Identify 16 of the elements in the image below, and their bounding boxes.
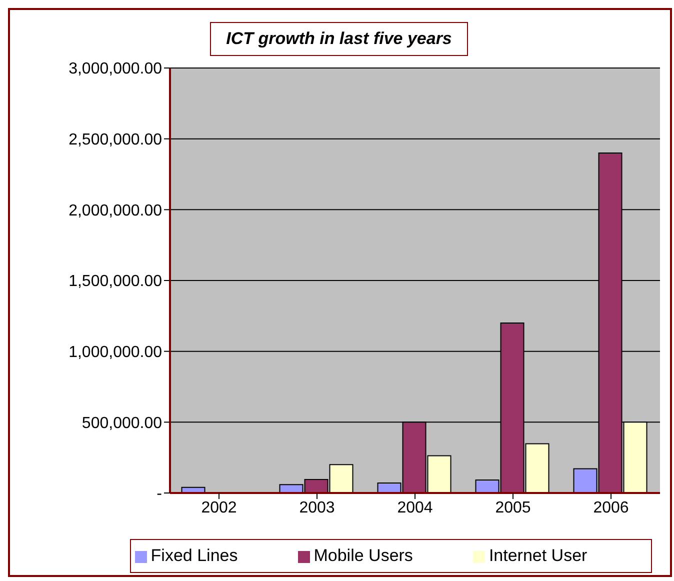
x-tick-label: 2004 — [397, 499, 433, 516]
y-tick-label: 500,000.00 — [82, 414, 162, 432]
y-tick-label: 1,000,000.00 — [68, 344, 162, 362]
x-tick-label: 2003 — [299, 499, 335, 516]
y-tick-label: - — [156, 486, 162, 503]
x-tick-label: 2002 — [201, 499, 237, 516]
legend-label: Mobile Users — [314, 546, 413, 565]
legend-label: Internet User — [488, 546, 588, 565]
y-tick-label: 2,000,000.00 — [68, 202, 162, 220]
chart-title: ICT growth in last five years — [210, 22, 468, 56]
x-tick-label: 2005 — [495, 499, 531, 516]
x-tick-label: 2006 — [593, 499, 629, 516]
y-tick-label: 3,000,000.00 — [68, 60, 162, 78]
y-tick-label: 2,500,000.00 — [68, 132, 162, 149]
y-tick-label: 1,500,000.00 — [68, 273, 162, 290]
legend-label: Fixed Lines — [150, 546, 238, 565]
